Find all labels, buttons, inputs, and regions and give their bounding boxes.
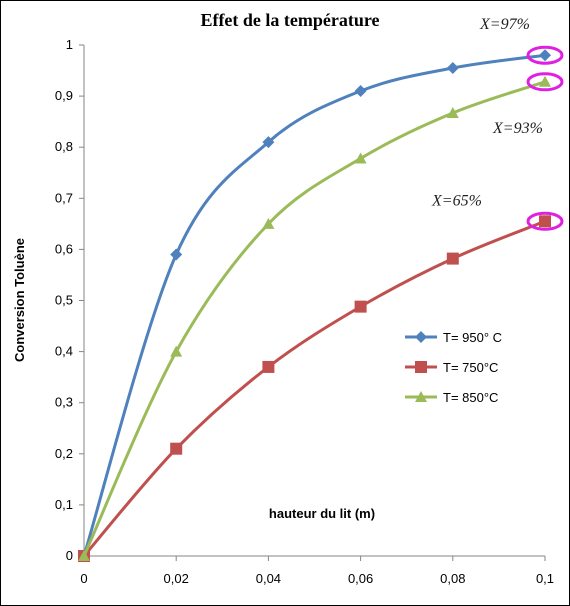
data-point [539, 75, 551, 87]
y-tick-label: 0,8 [55, 139, 73, 154]
legend-label: T= 950° C [443, 330, 502, 345]
y-tick-label: 0,1 [55, 497, 73, 512]
data-point [446, 61, 459, 74]
y-tick-label: 0,3 [55, 395, 73, 410]
y-tick-label: 0,2 [55, 446, 73, 461]
legend-marker [415, 331, 427, 343]
data-point [539, 49, 551, 62]
chart-title: Effet de la température [200, 10, 379, 30]
legend-label: T= 850°C [443, 390, 498, 405]
legend-item: T= 850°C [405, 390, 498, 405]
x-tick-label: 0,1 [536, 571, 554, 586]
data-point [78, 550, 90, 561]
series-layer [78, 49, 551, 562]
data-point [262, 217, 275, 229]
annotation-label: X=97% [479, 16, 530, 33]
data-point [170, 442, 183, 455]
data-point [262, 136, 275, 149]
x-tick-label: 0,08 [440, 571, 465, 586]
y-axis-label: Conversion Toluène [12, 238, 27, 362]
annotation-layer: X=97% X=93% X=65% [431, 16, 564, 231]
y-tick-label: 1 [66, 37, 73, 52]
series-diamond [78, 49, 551, 562]
y-tick-label: 0,6 [55, 241, 73, 256]
data-point [170, 248, 183, 261]
data-point [170, 345, 183, 357]
legend: T= 950° C T= 750°C T= 850°C [405, 330, 502, 405]
y-tick-label: 0,4 [55, 344, 73, 359]
annotation-label: X=65% [431, 192, 482, 209]
data-point [539, 215, 551, 228]
data-point [446, 106, 459, 118]
legend-item: T= 950° C [405, 330, 502, 345]
legend-marker [415, 361, 427, 373]
data-point [446, 252, 459, 265]
x-tick-label: 0 [80, 571, 87, 586]
y-tick-label: 0,9 [55, 88, 73, 103]
y-tick-label: 0 [66, 548, 73, 563]
series-triangle [78, 75, 551, 561]
axes: 0 0,1 0,2 0,3 0,4 0,5 0,6 0,7 0,8 0,9 1 0 0,02 0,04 0,… [55, 37, 554, 586]
x-tick-label: 0,02 [164, 571, 189, 586]
highlight-ellipse [526, 45, 564, 65]
data-point [354, 152, 367, 164]
x-axis-label: hauteur du lit (m) [269, 506, 375, 521]
annotation-label: X=93% [492, 120, 543, 137]
legend-item: T= 750°C [405, 360, 498, 375]
x-tick-label: 0,04 [256, 571, 281, 586]
data-point [354, 84, 367, 97]
legend-label: T= 750°C [443, 360, 498, 375]
y-tick-label: 0,5 [55, 293, 73, 308]
y-tick-label: 0,7 [55, 190, 73, 205]
highlight-ellipse [526, 72, 564, 92]
legend-marker [415, 391, 427, 402]
data-point [262, 360, 275, 373]
data-point [354, 300, 367, 313]
series-line [82, 53, 546, 557]
highlight-ellipse [526, 211, 564, 231]
x-tick-label: 0,06 [348, 571, 373, 586]
